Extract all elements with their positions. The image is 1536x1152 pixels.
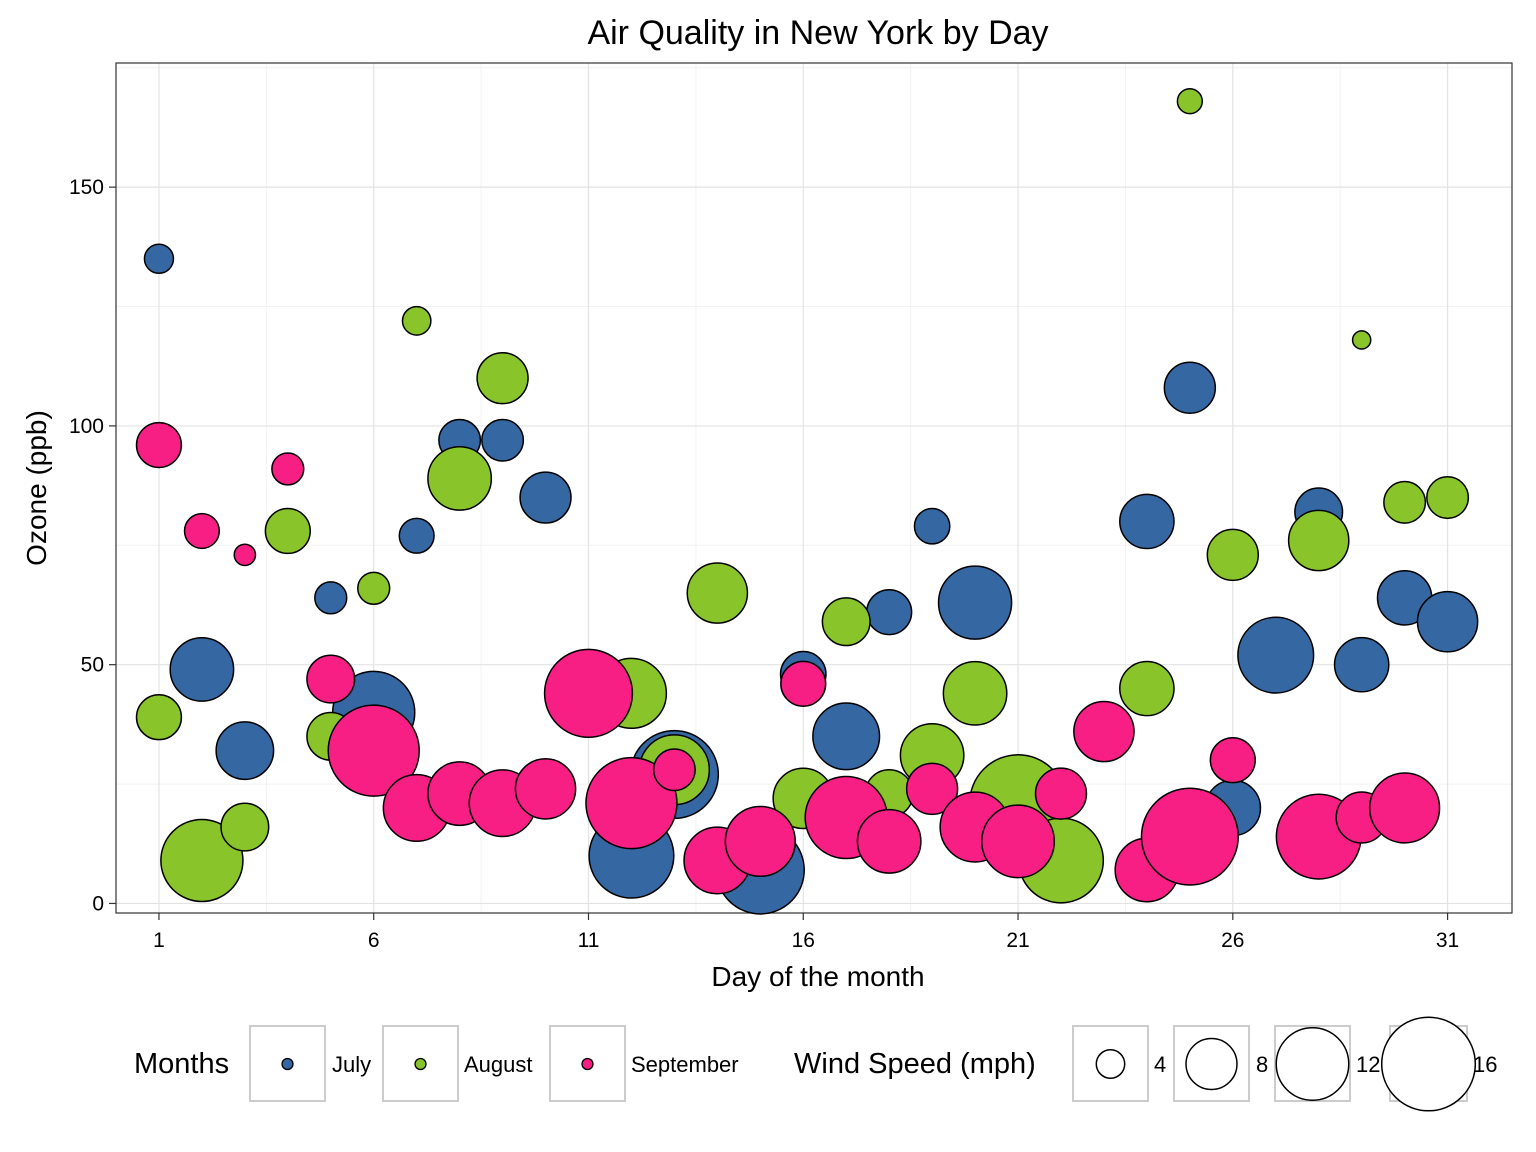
data-point-august [1351, 330, 1372, 350]
data-point-august [1383, 480, 1427, 524]
data-point-august [135, 694, 183, 741]
data-point-august [160, 818, 244, 903]
data-point-august [686, 562, 749, 624]
data-point-september [1034, 767, 1088, 820]
legend-size-label: 12 [1356, 1052, 1380, 1077]
data-point-july [169, 636, 235, 702]
legend: Months July August September Wind Speed (mph… [134, 1016, 1497, 1112]
data-point-july [865, 588, 913, 636]
data-point-august [427, 445, 493, 511]
data-point-september [981, 804, 1056, 879]
x-tick-label: 26 [1221, 929, 1244, 952]
y-tick-label: 100 [69, 415, 104, 438]
data-point-august [357, 571, 391, 605]
data-point-august [264, 507, 312, 555]
legend-label-september: September [631, 1052, 739, 1077]
legend-label-august: August [464, 1052, 533, 1077]
y-axis-title: Ozone (ppb) [21, 410, 52, 566]
data-point-july [913, 507, 951, 545]
data-point-september [135, 421, 183, 469]
legend-size-key [1275, 1026, 1350, 1102]
legend-size-key [1095, 1049, 1126, 1079]
data-point-september [905, 762, 959, 816]
data-point-september [327, 704, 420, 797]
x-tick-label: 6 [368, 929, 380, 952]
data-point-july [215, 721, 275, 781]
data-point-september [233, 543, 257, 567]
legend-months-title: Months [134, 1048, 229, 1080]
data-point-september [856, 808, 922, 874]
data-point-july [398, 517, 435, 554]
data-point-september [514, 757, 577, 820]
x-tick-label: 31 [1436, 929, 1459, 952]
x-tick-label: 1 [153, 929, 165, 952]
data-point-september [1209, 737, 1256, 784]
data-point-july [519, 471, 572, 524]
legend-size-key [1380, 1016, 1477, 1112]
data-point-september [183, 512, 221, 550]
legend-key-september [581, 1057, 594, 1071]
data-point-september [585, 756, 678, 850]
legend-key-july [281, 1057, 294, 1071]
data-point-august [1426, 476, 1470, 520]
data-point-july [937, 565, 1013, 640]
data-point-july [1333, 636, 1390, 693]
x-axis-title: Day of the month [711, 961, 924, 992]
legend-key-august [414, 1057, 427, 1071]
legend-size-key [1185, 1037, 1238, 1091]
data-point-july [1119, 493, 1175, 550]
data-point-august [942, 660, 1008, 726]
data-points [135, 88, 1479, 915]
data-point-july [314, 581, 348, 615]
data-point-september [1073, 700, 1135, 763]
plot-panel [115, 62, 1513, 914]
data-point-august [1119, 660, 1175, 717]
x-tick-label: 21 [1006, 929, 1029, 952]
legend-wind-title: Wind Speed (mph) [794, 1048, 1036, 1080]
data-point-august [821, 597, 871, 647]
data-point-september [1140, 787, 1239, 886]
data-point-august [220, 802, 270, 852]
data-point-september [652, 748, 696, 792]
data-point-august [401, 305, 432, 336]
data-point-september [271, 452, 305, 486]
data-point-august [1176, 88, 1204, 115]
y-tick-label: 150 [69, 176, 104, 199]
data-point-september [306, 654, 356, 704]
data-point-july [1237, 616, 1315, 694]
data-point-july [1163, 361, 1217, 414]
data-point-july [812, 702, 881, 771]
legend-size-label: 4 [1154, 1052, 1166, 1077]
legend-size-label: 8 [1256, 1052, 1268, 1077]
data-point-august [1206, 528, 1260, 582]
chart-title: Air Quality in New York by Day [587, 14, 1048, 52]
legend-label-july: July [332, 1052, 371, 1077]
data-point-july [481, 418, 525, 462]
x-tick-label: 11 [578, 929, 600, 952]
x-tick-label: 16 [792, 929, 815, 952]
data-point-september [543, 648, 634, 739]
legend-size-label: 16 [1473, 1052, 1497, 1077]
data-point-september [724, 805, 796, 878]
data-point-september [1368, 772, 1441, 844]
y-tick-label: 50 [81, 654, 104, 677]
data-point-august [1287, 509, 1350, 572]
data-point-july [143, 243, 175, 275]
y-tick-label: 0 [92, 892, 104, 915]
data-point-august [476, 351, 529, 405]
data-point-july [1416, 590, 1479, 653]
data-point-september [780, 660, 827, 707]
